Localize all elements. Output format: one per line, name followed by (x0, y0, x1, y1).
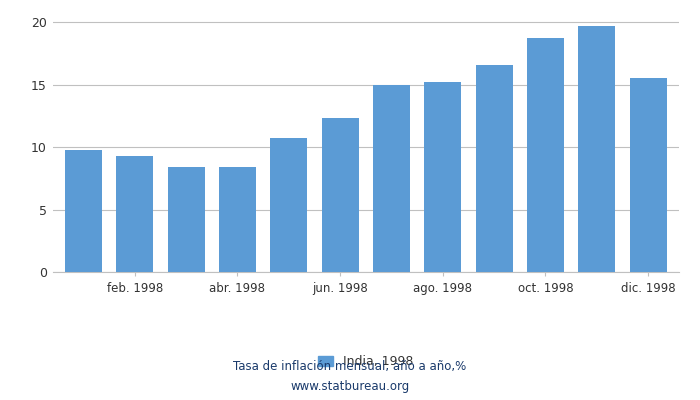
Text: www.statbureau.org: www.statbureau.org (290, 380, 410, 393)
Legend: India, 1998: India, 1998 (313, 350, 419, 373)
Bar (321, 118, 358, 272)
Bar (116, 156, 153, 272)
Bar (373, 85, 410, 272)
Bar (219, 167, 256, 272)
Bar (475, 65, 512, 272)
Text: Tasa de inflación mensual, año a año,%: Tasa de inflación mensual, año a año,% (233, 360, 467, 373)
Bar (65, 150, 101, 272)
Bar (424, 82, 461, 272)
Bar (270, 138, 307, 272)
Bar (167, 167, 204, 272)
Bar (630, 78, 666, 272)
Bar (527, 38, 564, 272)
Bar (578, 26, 615, 272)
